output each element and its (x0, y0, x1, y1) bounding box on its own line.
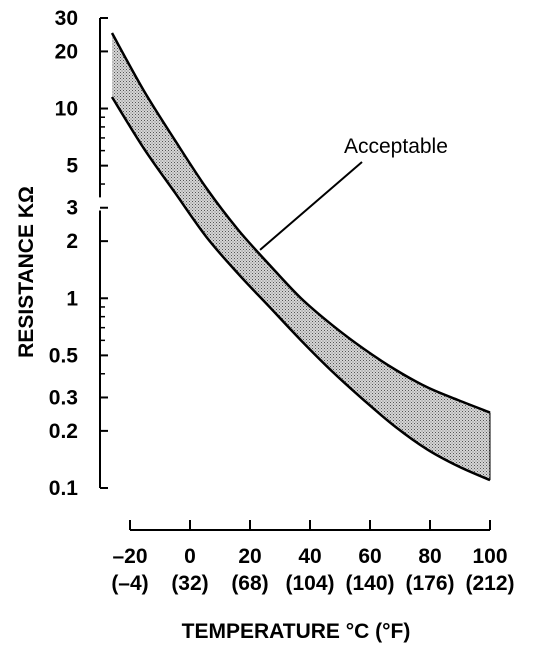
annotation-acceptable: Acceptable (344, 135, 448, 158)
y-tick-label: 2 (66, 230, 78, 253)
y-tick-label: 3 (66, 197, 78, 220)
x-tick-label-fahrenheit: (–4) (111, 572, 148, 595)
y-tick-label: 10 (55, 98, 78, 121)
acceptable-band (112, 33, 490, 481)
y-tick-label: 30 (55, 7, 78, 30)
x-axis-title: TEMPERATURE °C (°F) (182, 620, 411, 643)
x-tick-label-celsius: 100 (472, 545, 507, 568)
lower-limit-curve (110, 96, 491, 482)
x-tick-label-fahrenheit: (104) (285, 572, 334, 595)
y-tick-label: 0.5 (49, 344, 79, 367)
y-tick-label: 0.2 (49, 420, 78, 443)
upper-limit-curve (110, 32, 491, 414)
x-tick-label-celsius: 60 (358, 545, 381, 568)
y-tick-label: 1 (66, 287, 78, 310)
x-tick-label-fahrenheit: (32) (171, 572, 208, 595)
x-tick-label-celsius: –20 (112, 545, 147, 568)
x-tick-label-fahrenheit: (176) (405, 572, 454, 595)
y-axis-title: RESISTANCE KΩ (15, 186, 38, 358)
x-tick-label-fahrenheit: (212) (465, 572, 514, 595)
x-tick-label-celsius: 80 (418, 545, 441, 568)
y-tick-label: 0.3 (49, 386, 78, 409)
x-tick-label-celsius: 0 (184, 545, 196, 568)
y-tick-label: 5 (66, 155, 78, 178)
y-tick-label: 20 (55, 40, 78, 63)
x-tick-label-fahrenheit: (140) (345, 572, 394, 595)
x-tick-label-fahrenheit: (68) (231, 572, 268, 595)
annotation-pointer (259, 161, 363, 251)
y-tick-label: 0.1 (49, 477, 79, 500)
x-tick-label-celsius: 20 (238, 545, 261, 568)
x-tick-label-celsius: 40 (298, 545, 321, 568)
